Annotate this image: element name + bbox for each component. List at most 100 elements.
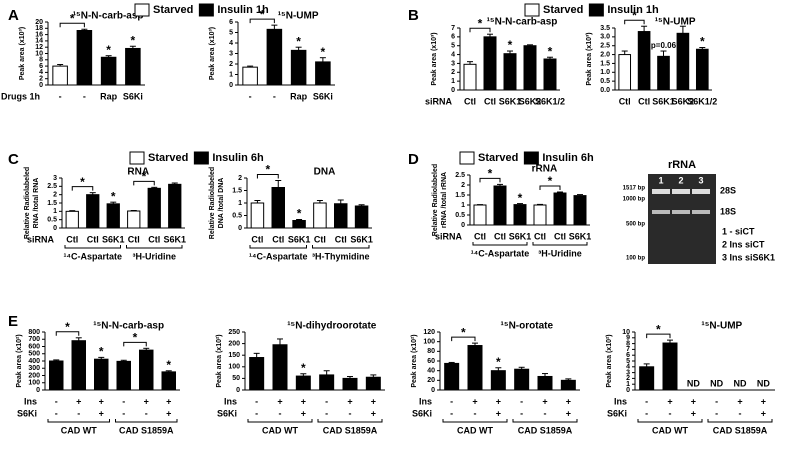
x-tick-label: S6K2	[519, 96, 542, 106]
chart-title: ¹⁵N-N-carb-asp	[487, 17, 558, 28]
significance: *	[656, 322, 661, 336]
chart-title: ¹⁵N-UMP	[701, 321, 742, 332]
bar	[295, 375, 311, 391]
x-tick-label: -	[273, 91, 276, 101]
bar	[523, 45, 537, 91]
x-tick-label: S6Ki	[313, 91, 333, 101]
bar	[272, 344, 288, 391]
y-tick-label: 700	[28, 336, 40, 343]
y-tick-label: 1	[229, 71, 233, 78]
y-tick-label: 18	[35, 25, 43, 32]
y-tick-label: 50	[232, 375, 240, 382]
bar	[313, 202, 327, 229]
significance: *	[131, 33, 136, 47]
bar	[127, 210, 141, 229]
legend-label: Starved	[543, 4, 583, 16]
bar	[676, 32, 690, 91]
chart-title: ¹⁵N-N-carb-asp	[73, 11, 144, 22]
bar	[365, 376, 381, 391]
group-bracket	[249, 245, 307, 249]
row-label: S6Ki	[607, 408, 627, 418]
x-tick-label: +	[667, 396, 672, 406]
group-label: CAD WT	[61, 425, 97, 435]
x-tick-label: Ctl	[464, 96, 476, 106]
y-tick-label: 0	[451, 87, 455, 94]
bar	[116, 360, 131, 391]
marker-label: 100 bp	[626, 256, 645, 262]
x-tick-label: +	[542, 396, 547, 406]
bar	[65, 210, 79, 229]
x-tick-label: -	[520, 408, 523, 418]
y-tick-label: 3	[626, 369, 630, 376]
y-tick-label: 16	[35, 31, 43, 38]
gel-band	[672, 210, 690, 214]
bar	[493, 185, 507, 226]
y-tick-label: 20	[35, 19, 43, 26]
row-label: S6Ki	[17, 408, 37, 418]
significance: *	[632, 8, 637, 22]
x-tick-label: -	[122, 396, 125, 406]
bar	[319, 374, 335, 391]
row-label: Ins	[614, 396, 627, 406]
group-bracket	[442, 419, 508, 423]
y-tick-label: 1.5	[455, 192, 465, 199]
y-tick-label: 4	[626, 364, 630, 371]
bar	[139, 349, 154, 391]
y-axis-label: Peak area (x10³)	[19, 27, 26, 80]
chart-title: DNA	[314, 167, 336, 178]
group-label: ¹⁴C-Aspartate	[249, 251, 307, 261]
y-tick-label: 0	[229, 82, 233, 89]
x-tick-label: -	[739, 408, 742, 418]
gel-key: 1 - siCT	[722, 226, 755, 236]
y-axis-label: Peak area (x10³)	[586, 32, 593, 85]
group-bracket	[707, 419, 773, 423]
significance: *	[142, 170, 147, 184]
x-tick-label: +	[566, 408, 571, 418]
significance: *	[111, 189, 116, 203]
x-tick-label: Ctl	[638, 96, 650, 106]
group-bracket	[472, 242, 528, 246]
significance: *	[166, 358, 171, 372]
group-label: ³H-Thymidine	[312, 251, 370, 261]
y-tick-label: 7	[626, 346, 630, 353]
legend-label: Starved	[148, 152, 188, 164]
significance: *	[70, 11, 75, 25]
group-label: CAD S1859A	[323, 425, 378, 435]
value-label: ND	[687, 378, 700, 388]
group-bracket	[637, 419, 703, 423]
y-tick-label: 150	[228, 352, 240, 359]
significance: *	[265, 163, 270, 177]
bar	[553, 192, 567, 226]
x-tick-label: S6K1/2	[687, 96, 717, 106]
x-tick-label: -	[715, 396, 718, 406]
significance: *	[461, 325, 466, 339]
x-tick-label: -	[520, 396, 523, 406]
bar	[49, 360, 64, 391]
x-tick-label: -	[55, 408, 58, 418]
y-tick-label: 400	[28, 358, 40, 365]
group-bracket	[317, 419, 383, 423]
gel-title: rRNA	[668, 159, 696, 171]
significance: *	[260, 7, 265, 21]
significance: *	[80, 175, 85, 189]
y-tick-label: 120	[423, 329, 435, 336]
y-tick-label: 2	[238, 175, 242, 182]
y-tick-label: 3	[451, 60, 455, 67]
significance: *	[508, 38, 513, 52]
y-tick-label: 2	[451, 69, 455, 76]
x-tick-label: S6K1	[509, 231, 532, 241]
y-tick-label: 0	[431, 387, 435, 394]
y-tick-label: 250	[228, 329, 240, 336]
x-tick-label: Rap	[100, 91, 118, 101]
y-tick-label: 100	[423, 339, 435, 346]
gel-image	[648, 174, 716, 264]
bracket	[123, 341, 147, 347]
x-tick-label: -	[77, 408, 80, 418]
gel-band	[652, 189, 670, 194]
group-label: ³H-Uridine	[133, 251, 177, 261]
legend-label: Starved	[153, 4, 193, 16]
x-tick-label: S6Ki	[123, 91, 143, 101]
bar	[354, 205, 369, 229]
bar	[573, 195, 587, 226]
